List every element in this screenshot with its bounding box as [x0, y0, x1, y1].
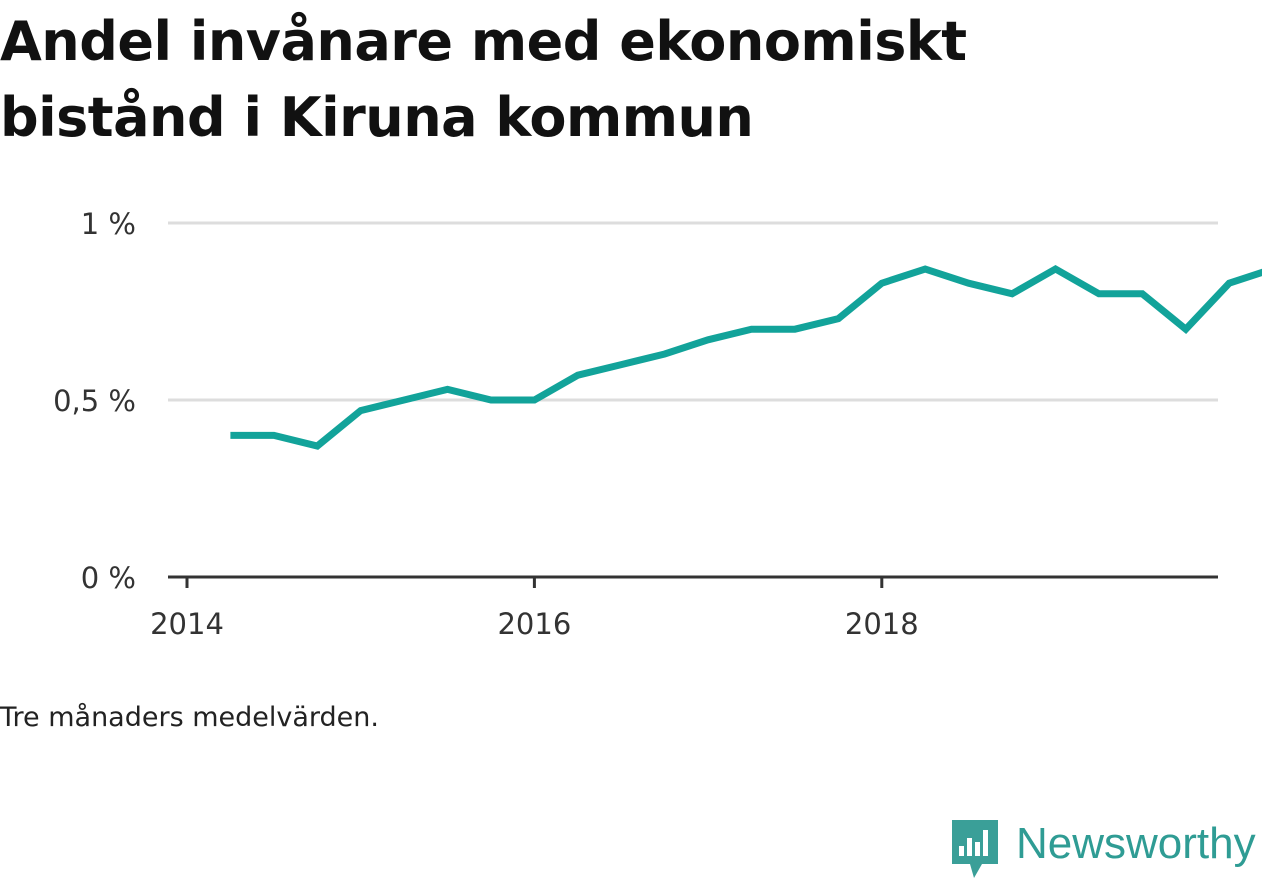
- y-tick-label: 1 %: [81, 207, 136, 241]
- data-point: [1183, 326, 1189, 332]
- series-line: [230, 264, 1262, 450]
- newsworthy-brand: Newsworthy: [950, 818, 1256, 880]
- data-point: [1053, 266, 1059, 272]
- grid-lines: [168, 221, 1218, 402]
- data-point: [618, 362, 624, 368]
- data-point: [445, 386, 451, 392]
- data-point: [922, 266, 928, 272]
- data-point: [314, 443, 320, 449]
- y-tick-label: 0,5 %: [53, 384, 136, 418]
- x-axis: 201420162018202120232025: [150, 575, 1218, 641]
- data-point: [1226, 280, 1232, 286]
- data-point: [749, 326, 755, 332]
- series-layer: [227, 264, 1262, 450]
- data-point: [705, 337, 711, 343]
- data-point: [401, 397, 407, 403]
- data-point: [271, 432, 277, 438]
- y-tick-label: 0 %: [81, 561, 136, 595]
- data-point: [531, 397, 537, 403]
- data-point: [879, 280, 885, 286]
- data-point: [1009, 291, 1015, 297]
- data-point: [227, 432, 233, 438]
- x-tick-label: 2018: [845, 607, 919, 641]
- data-point: [966, 280, 972, 286]
- x-tick-label: 2016: [497, 607, 571, 641]
- data-point: [835, 316, 841, 322]
- data-point: [488, 397, 494, 403]
- data-point: [575, 372, 581, 378]
- y-axis-labels: 0 % 0,5 % 1 %: [53, 207, 136, 595]
- chart-note: Tre månaders medelvärden.: [0, 702, 379, 733]
- data-point: [358, 408, 364, 414]
- data-point: [1096, 291, 1102, 297]
- x-tick-label: 2014: [150, 607, 224, 641]
- data-point: [662, 351, 668, 357]
- newsworthy-logo-icon: [952, 820, 998, 878]
- data-point: [1139, 291, 1145, 297]
- chart-title: Andel invånare med ekonomiskt bistånd i …: [0, 10, 967, 149]
- brand-name: Newsworthy: [1016, 819, 1256, 868]
- data-point: [792, 326, 798, 332]
